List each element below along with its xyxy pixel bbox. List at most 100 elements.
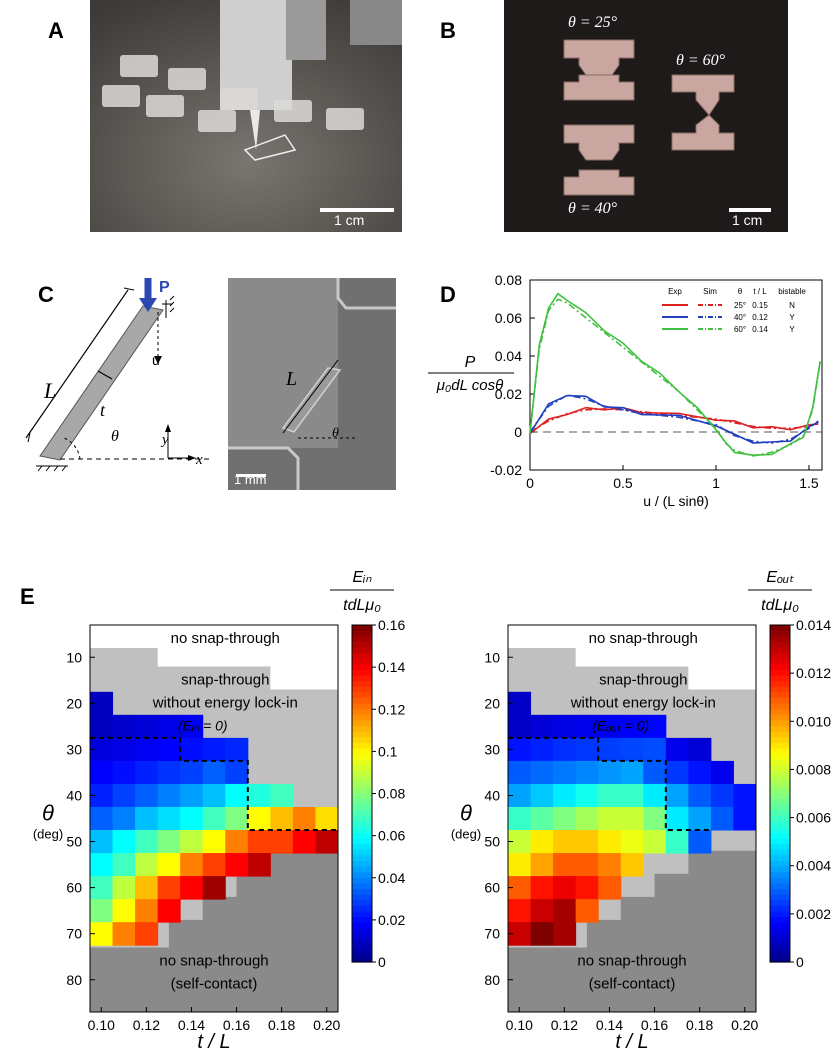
- panel-letter-c: C: [38, 282, 54, 307]
- heat-cell: [157, 853, 181, 877]
- heat-cell: [157, 760, 181, 785]
- colorbar-segment: [352, 860, 372, 868]
- colorbar-segment: [770, 692, 790, 699]
- x-tick-label: 1: [712, 475, 720, 491]
- heat-cell: [247, 783, 271, 808]
- scale-label-a: 1 cm: [334, 212, 365, 228]
- y-tick-label: 30: [66, 741, 82, 757]
- y-tick-label: 70: [484, 926, 500, 942]
- heat-cell: [575, 714, 599, 739]
- y-tick-label: 0.06: [495, 310, 522, 326]
- legend-cell: 0.12: [752, 313, 768, 322]
- heat-cell: [112, 783, 136, 808]
- colorbar-segment: [352, 950, 372, 957]
- colorbar-segment: [352, 653, 372, 660]
- heat-cell: [135, 806, 159, 831]
- bistable-boundary: [90, 736, 338, 832]
- region-label: no snap-through: [171, 630, 280, 647]
- heat-cell: [620, 830, 644, 854]
- legend-cell: Y: [789, 313, 795, 322]
- heat-cell: [157, 737, 181, 762]
- colorbar-tick-label: 0.010: [796, 713, 831, 729]
- heat-cell: [643, 714, 667, 739]
- heat-cell: [157, 876, 181, 900]
- legend-header: t / L: [753, 287, 767, 296]
- colorbar-segment: [770, 939, 790, 946]
- heat-cell: [180, 853, 204, 877]
- heat-cell: [202, 806, 226, 831]
- legend-cell: 0.14: [752, 325, 768, 334]
- region-label: no snap-through: [577, 952, 686, 969]
- heat-cell: [553, 806, 577, 831]
- colorbar-segment: [352, 771, 372, 778]
- legend-cell: 40°: [734, 313, 746, 322]
- heat-cell: [643, 806, 667, 831]
- heat-cell: [665, 783, 689, 808]
- colorbar-segment: [770, 821, 790, 828]
- colorbar-segment: [352, 793, 372, 800]
- heat-cell: [112, 876, 136, 900]
- heat-cell: [710, 783, 734, 808]
- heat-cell: [135, 714, 159, 739]
- y-axis-label: y: [162, 432, 169, 448]
- heat-cell: [575, 876, 599, 900]
- specimen-illustration: [563, 39, 771, 212]
- colorbar-segment: [352, 759, 372, 767]
- fabrication-photo: 1 cm: [90, 0, 402, 232]
- colorbar-segment: [352, 754, 372, 761]
- heat-cell: [157, 830, 181, 854]
- heat-cell: [292, 806, 316, 831]
- heat-cell: [112, 830, 136, 854]
- heat-cell: [90, 691, 114, 716]
- x-tick-label: 0.18: [686, 1017, 713, 1033]
- heat-cell: [270, 830, 294, 854]
- colorbar-segment: [770, 950, 790, 957]
- thickness-label: t: [100, 400, 106, 420]
- colorbar-segment: [352, 765, 372, 772]
- heat-cell: [508, 760, 532, 785]
- legend-header: θ: [738, 287, 743, 296]
- heat-cell: [530, 760, 554, 785]
- region-label: (Eₒᵤₜ = 0): [592, 717, 649, 733]
- heat-cell: [665, 737, 689, 762]
- colorbar-segment: [352, 827, 372, 834]
- region-label: no snap-through: [159, 952, 268, 969]
- colorbar-segment: [352, 945, 372, 952]
- colorbar-segment: [352, 647, 372, 654]
- y-tick-label: 60: [66, 880, 82, 896]
- scale-label-b: 1 cm: [732, 212, 763, 228]
- heat-cell: [553, 760, 577, 785]
- legend-cell: Y: [789, 325, 795, 334]
- colorbar-segment: [352, 686, 372, 693]
- colorbar-segment: [770, 922, 790, 929]
- heat-cell: [90, 760, 114, 785]
- x-axis-label: u / (L sinθ): [643, 493, 709, 509]
- heat-cell: [530, 714, 554, 739]
- heat-cell: [575, 853, 599, 877]
- colorbar-segment: [352, 782, 372, 789]
- heat-cell: [135, 737, 159, 762]
- heat-cell: [575, 737, 599, 762]
- colorbar-segment: [770, 928, 790, 935]
- colorbar-segment: [352, 681, 372, 688]
- y-tick-label: 80: [484, 972, 500, 988]
- heat-cell: [508, 737, 532, 762]
- heat-cell: [508, 899, 532, 923]
- colorbar-segment: [352, 849, 372, 856]
- series-exp-1: [529, 394, 819, 444]
- colorbar-segment: [770, 849, 790, 856]
- micrograph-angle-label: θ: [332, 426, 339, 441]
- colorbar-segment: [770, 726, 790, 733]
- scale-label-c: 1 mm: [234, 472, 267, 487]
- heat-cell: [90, 899, 114, 923]
- colorbar-segment: [770, 810, 790, 817]
- colorbar-segment: [770, 827, 790, 834]
- y-axis-numerator: P: [465, 354, 476, 371]
- colorbar-segment: [770, 754, 790, 761]
- heat-cell: [112, 922, 136, 946]
- colorbar-segment: [770, 872, 790, 879]
- colorbar-segment: [352, 905, 372, 913]
- heat-cell: [157, 899, 181, 923]
- heat-cell: [620, 760, 644, 785]
- legend-header: Sim: [703, 287, 717, 296]
